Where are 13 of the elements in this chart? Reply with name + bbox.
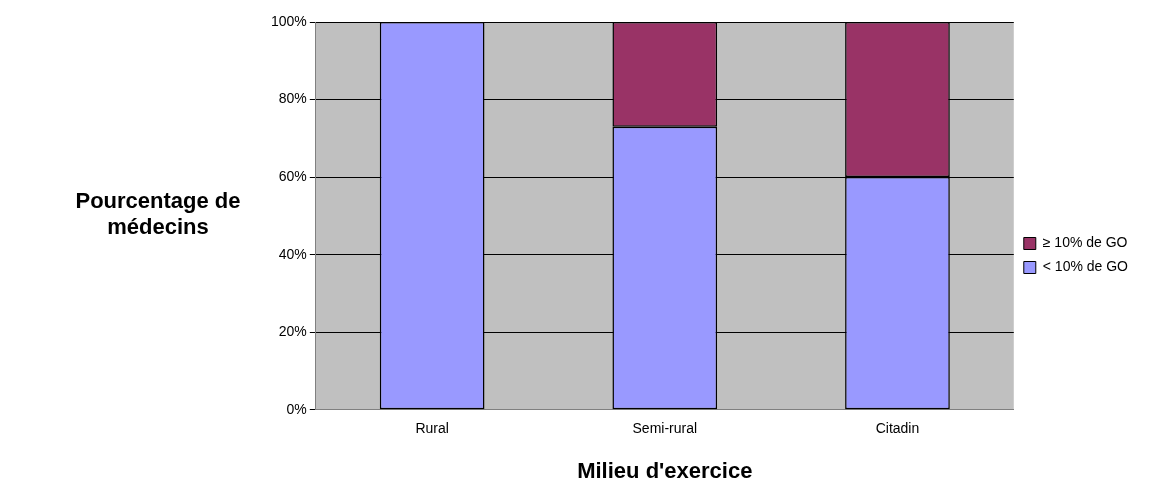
y-tick-label: 20% bbox=[278, 323, 307, 340]
y-tick-label: 0% bbox=[286, 400, 307, 417]
x-axis-title: Milieu d'exercice bbox=[577, 457, 753, 483]
y-tick-label: 80% bbox=[278, 90, 307, 107]
y-tick-label: 60% bbox=[278, 167, 307, 184]
y-tick-label: 100% bbox=[270, 12, 307, 29]
y-tick-label: 40% bbox=[278, 245, 307, 262]
legend-label: < 10% de GO bbox=[1042, 258, 1129, 275]
y-axis-title: Pourcentage de médecins bbox=[74, 188, 242, 240]
legend-label: ≥ 10% de GO bbox=[1042, 234, 1128, 251]
x-tick-label: Rural bbox=[415, 420, 449, 437]
x-tick-label: Semi-rural bbox=[632, 420, 698, 437]
x-tick-label: Citadin bbox=[875, 420, 920, 437]
